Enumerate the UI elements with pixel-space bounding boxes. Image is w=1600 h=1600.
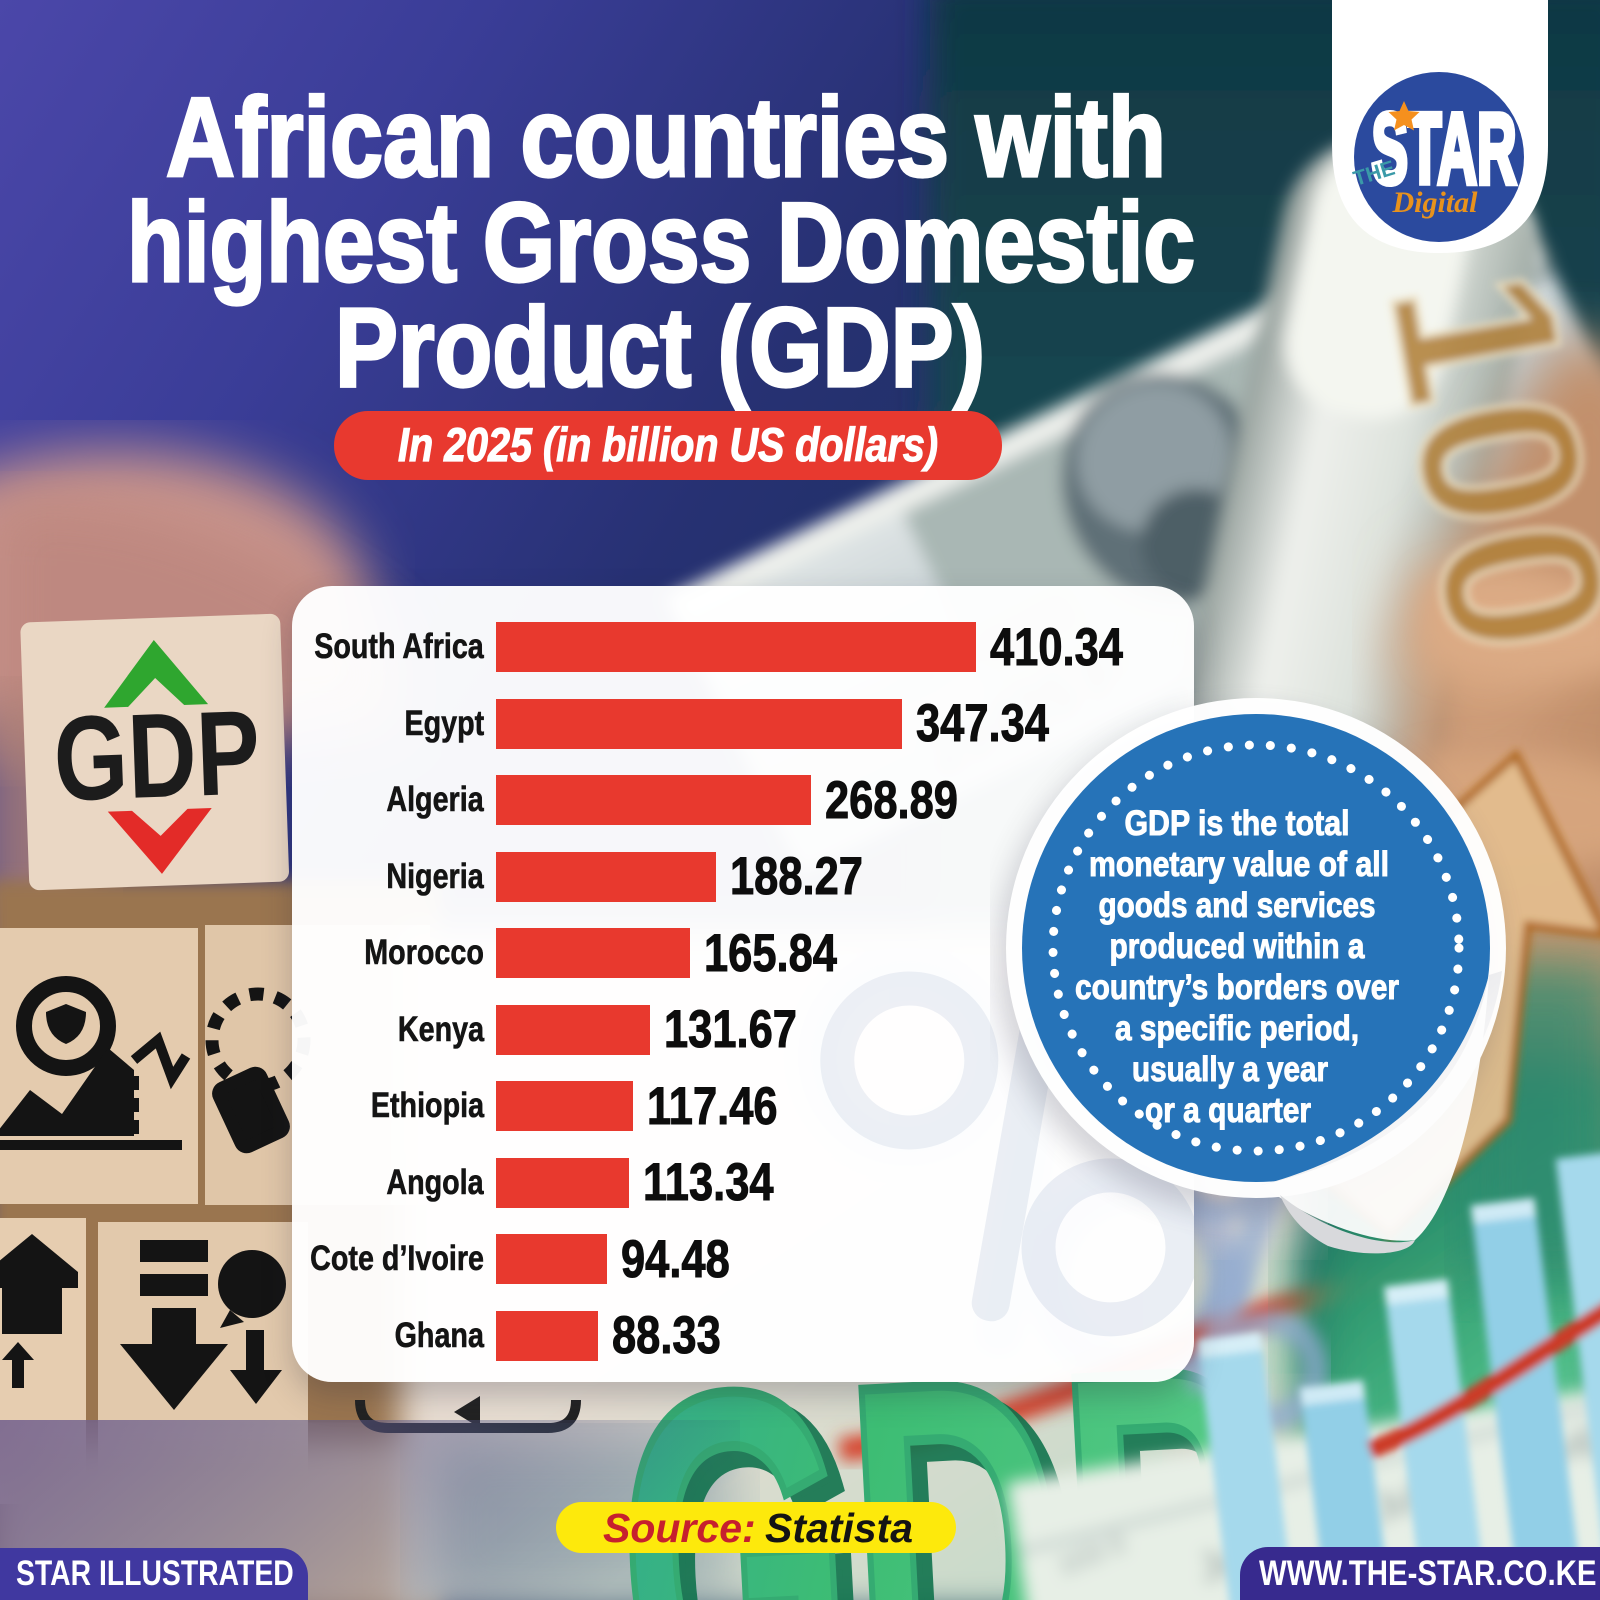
svg-text:GDP is the total: GDP is the total	[1125, 804, 1350, 843]
svg-text:African countries with: African countries with	[166, 75, 1166, 200]
svg-text:Digital: Digital	[1391, 186, 1478, 219]
svg-text:Statista: Statista	[765, 1505, 913, 1551]
svg-text:highest Gross Domestic: highest Gross Domestic	[127, 180, 1195, 305]
svg-text:monetary value of all: monetary value of all	[1089, 845, 1389, 884]
svg-text:Product (GDP): Product (GDP)	[335, 285, 985, 410]
svg-text:produced within a: produced within a	[1110, 927, 1365, 966]
svg-text:a specific period,: a specific period,	[1115, 1009, 1359, 1048]
svg-text:GDP: GDP	[52, 685, 263, 826]
svg-text:In 2025 (in billion US dollars: In 2025 (in billion US dollars)	[398, 418, 938, 471]
svg-text:country’s borders over: country’s borders over	[1075, 968, 1399, 1007]
svg-text:or a quarter: or a quarter	[1145, 1091, 1311, 1130]
svg-text:Source:: Source:	[603, 1505, 756, 1551]
svg-text:goods and services: goods and services	[1099, 886, 1376, 925]
svg-text:usually a year: usually a year	[1132, 1050, 1328, 1089]
